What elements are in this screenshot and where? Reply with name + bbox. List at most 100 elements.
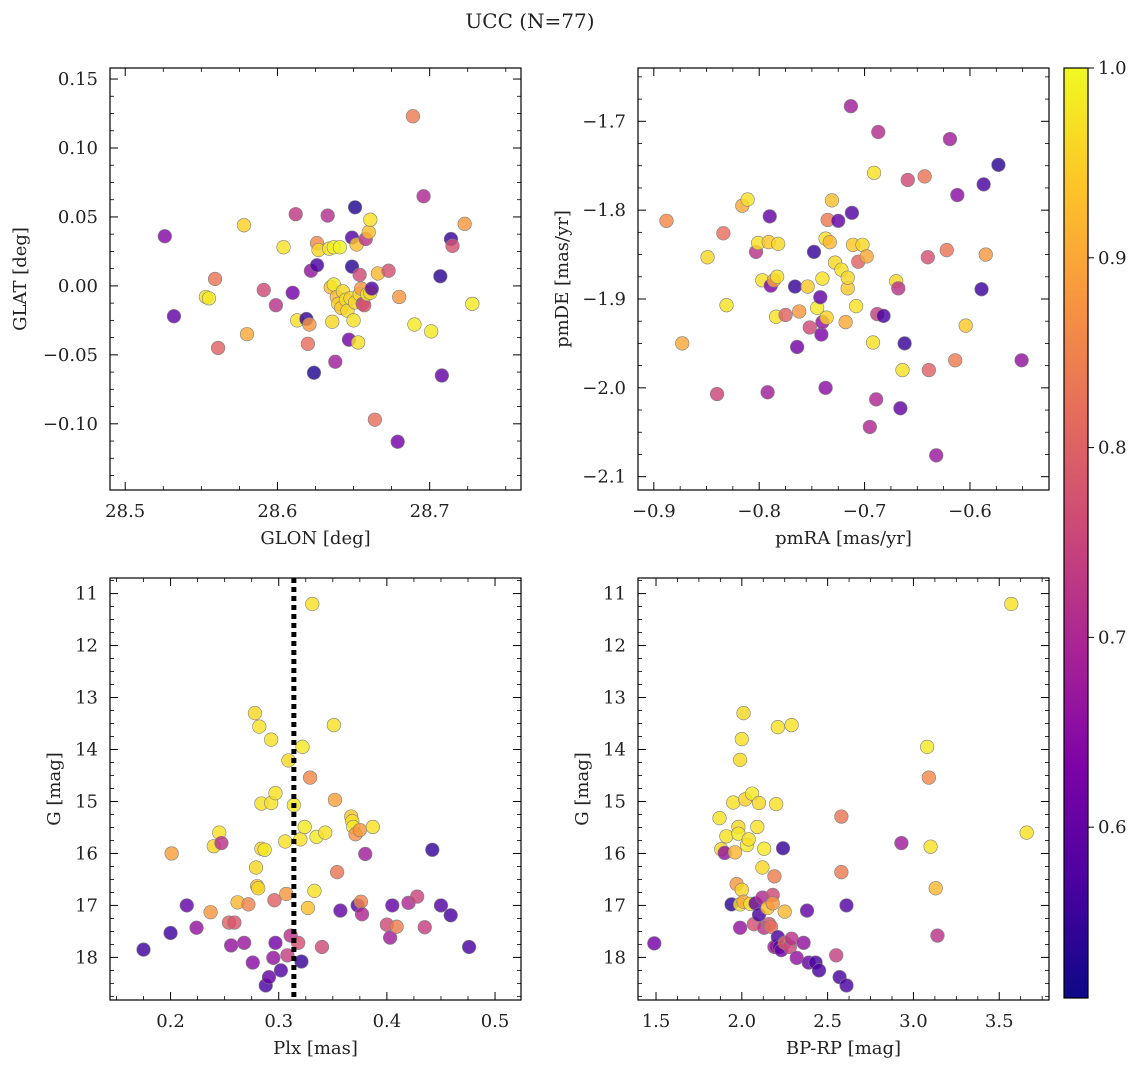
data-point xyxy=(1004,596,1019,612)
data-point xyxy=(839,978,854,993)
data-point xyxy=(302,770,318,785)
y-tick-label: 0.10 xyxy=(58,138,98,159)
data-point xyxy=(214,835,229,851)
scatter-points xyxy=(659,99,1029,463)
data-point xyxy=(740,192,755,207)
data-point xyxy=(347,200,363,215)
data-point xyxy=(716,226,731,241)
data-point xyxy=(796,935,811,950)
data-point xyxy=(844,205,860,220)
y-tick-label: 11 xyxy=(75,584,98,605)
data-point xyxy=(268,786,283,801)
y-axis-label: G [mag] xyxy=(572,752,593,825)
data-point xyxy=(267,893,282,908)
data-point xyxy=(839,898,854,913)
data-point xyxy=(755,860,770,875)
x-tick-label: −0.7 xyxy=(843,501,887,522)
data-point xyxy=(417,920,432,935)
data-point xyxy=(843,99,858,114)
data-point xyxy=(434,368,449,383)
data-point xyxy=(297,819,312,835)
y-tick-label: 12 xyxy=(603,636,626,657)
data-point xyxy=(352,822,367,838)
data-point xyxy=(365,819,380,835)
data-point xyxy=(939,243,954,258)
colorbar-tick-label: 1.0 xyxy=(1098,58,1127,79)
data-point xyxy=(1019,825,1034,840)
data-point xyxy=(247,706,263,721)
data-point xyxy=(712,811,727,826)
scatter-points xyxy=(136,596,477,993)
data-point xyxy=(445,238,460,254)
data-point xyxy=(273,963,288,978)
y-tick-label: −1.7 xyxy=(582,111,626,132)
data-point xyxy=(410,889,425,904)
data-point xyxy=(381,263,396,278)
y-tick-label: −1.9 xyxy=(582,289,626,310)
data-point xyxy=(777,904,792,919)
data-point xyxy=(819,310,834,325)
data-point xyxy=(829,948,844,963)
data-point xyxy=(424,324,439,339)
data-point xyxy=(917,169,932,184)
data-point xyxy=(929,448,944,463)
data-point xyxy=(325,314,340,329)
data-point xyxy=(333,903,348,918)
data-point xyxy=(457,216,472,231)
data-point xyxy=(367,412,382,427)
figure-title: UCC (N=77) xyxy=(465,9,594,33)
data-point xyxy=(784,717,799,733)
data-point xyxy=(831,213,846,228)
x-tick-label: 28.6 xyxy=(257,501,297,522)
data-point xyxy=(792,304,807,319)
data-point xyxy=(326,717,341,733)
axes-frame xyxy=(637,67,1050,491)
y-axis-label: GLAT [deg] xyxy=(10,227,31,331)
colorbar: 0.6 0.7 0.8 0.9 1.0 xyxy=(1063,58,1127,999)
data-point xyxy=(248,860,264,875)
y-tick-label: 15 xyxy=(75,791,98,812)
data-point xyxy=(433,898,449,913)
data-point xyxy=(709,386,725,402)
data-point xyxy=(354,907,370,922)
x-tick-label: 28.5 xyxy=(105,501,145,522)
data-point xyxy=(358,846,373,862)
data-point xyxy=(327,792,343,808)
y-tick-label: 15 xyxy=(603,791,626,812)
data-point xyxy=(813,290,828,305)
colorbar-tick-label: 0.9 xyxy=(1098,248,1127,269)
data-point xyxy=(330,865,345,880)
y-tick-label: 16 xyxy=(75,843,98,864)
data-point xyxy=(775,841,791,856)
data-point xyxy=(757,841,772,856)
y-tick-label: −2.1 xyxy=(582,467,626,488)
data-point xyxy=(767,869,782,884)
data-point xyxy=(799,903,815,918)
x-tick-label: −0.6 xyxy=(948,501,992,522)
data-point xyxy=(383,930,398,945)
data-point xyxy=(305,596,320,612)
data-point xyxy=(314,939,330,955)
data-point xyxy=(390,434,405,449)
data-point xyxy=(203,905,218,920)
data-point xyxy=(771,236,786,252)
data-point xyxy=(923,839,938,854)
data-point xyxy=(318,825,333,840)
data-point xyxy=(719,298,734,313)
data-point xyxy=(840,270,855,285)
data-point xyxy=(802,320,817,335)
data-point xyxy=(865,335,881,350)
data-point xyxy=(443,908,458,923)
axes-frame xyxy=(109,67,522,491)
data-point xyxy=(838,314,853,330)
y-tick-label: 0.15 xyxy=(58,69,98,90)
data-point xyxy=(332,240,347,255)
data-point xyxy=(264,732,279,747)
data-point xyxy=(201,291,217,306)
data-point xyxy=(285,285,300,300)
x-tick-label: 3.5 xyxy=(985,1011,1014,1032)
y-tick-label: 16 xyxy=(603,843,626,864)
axes-frame xyxy=(637,577,1050,1001)
y-tick-label: 13 xyxy=(75,688,98,709)
data-point xyxy=(166,309,182,324)
